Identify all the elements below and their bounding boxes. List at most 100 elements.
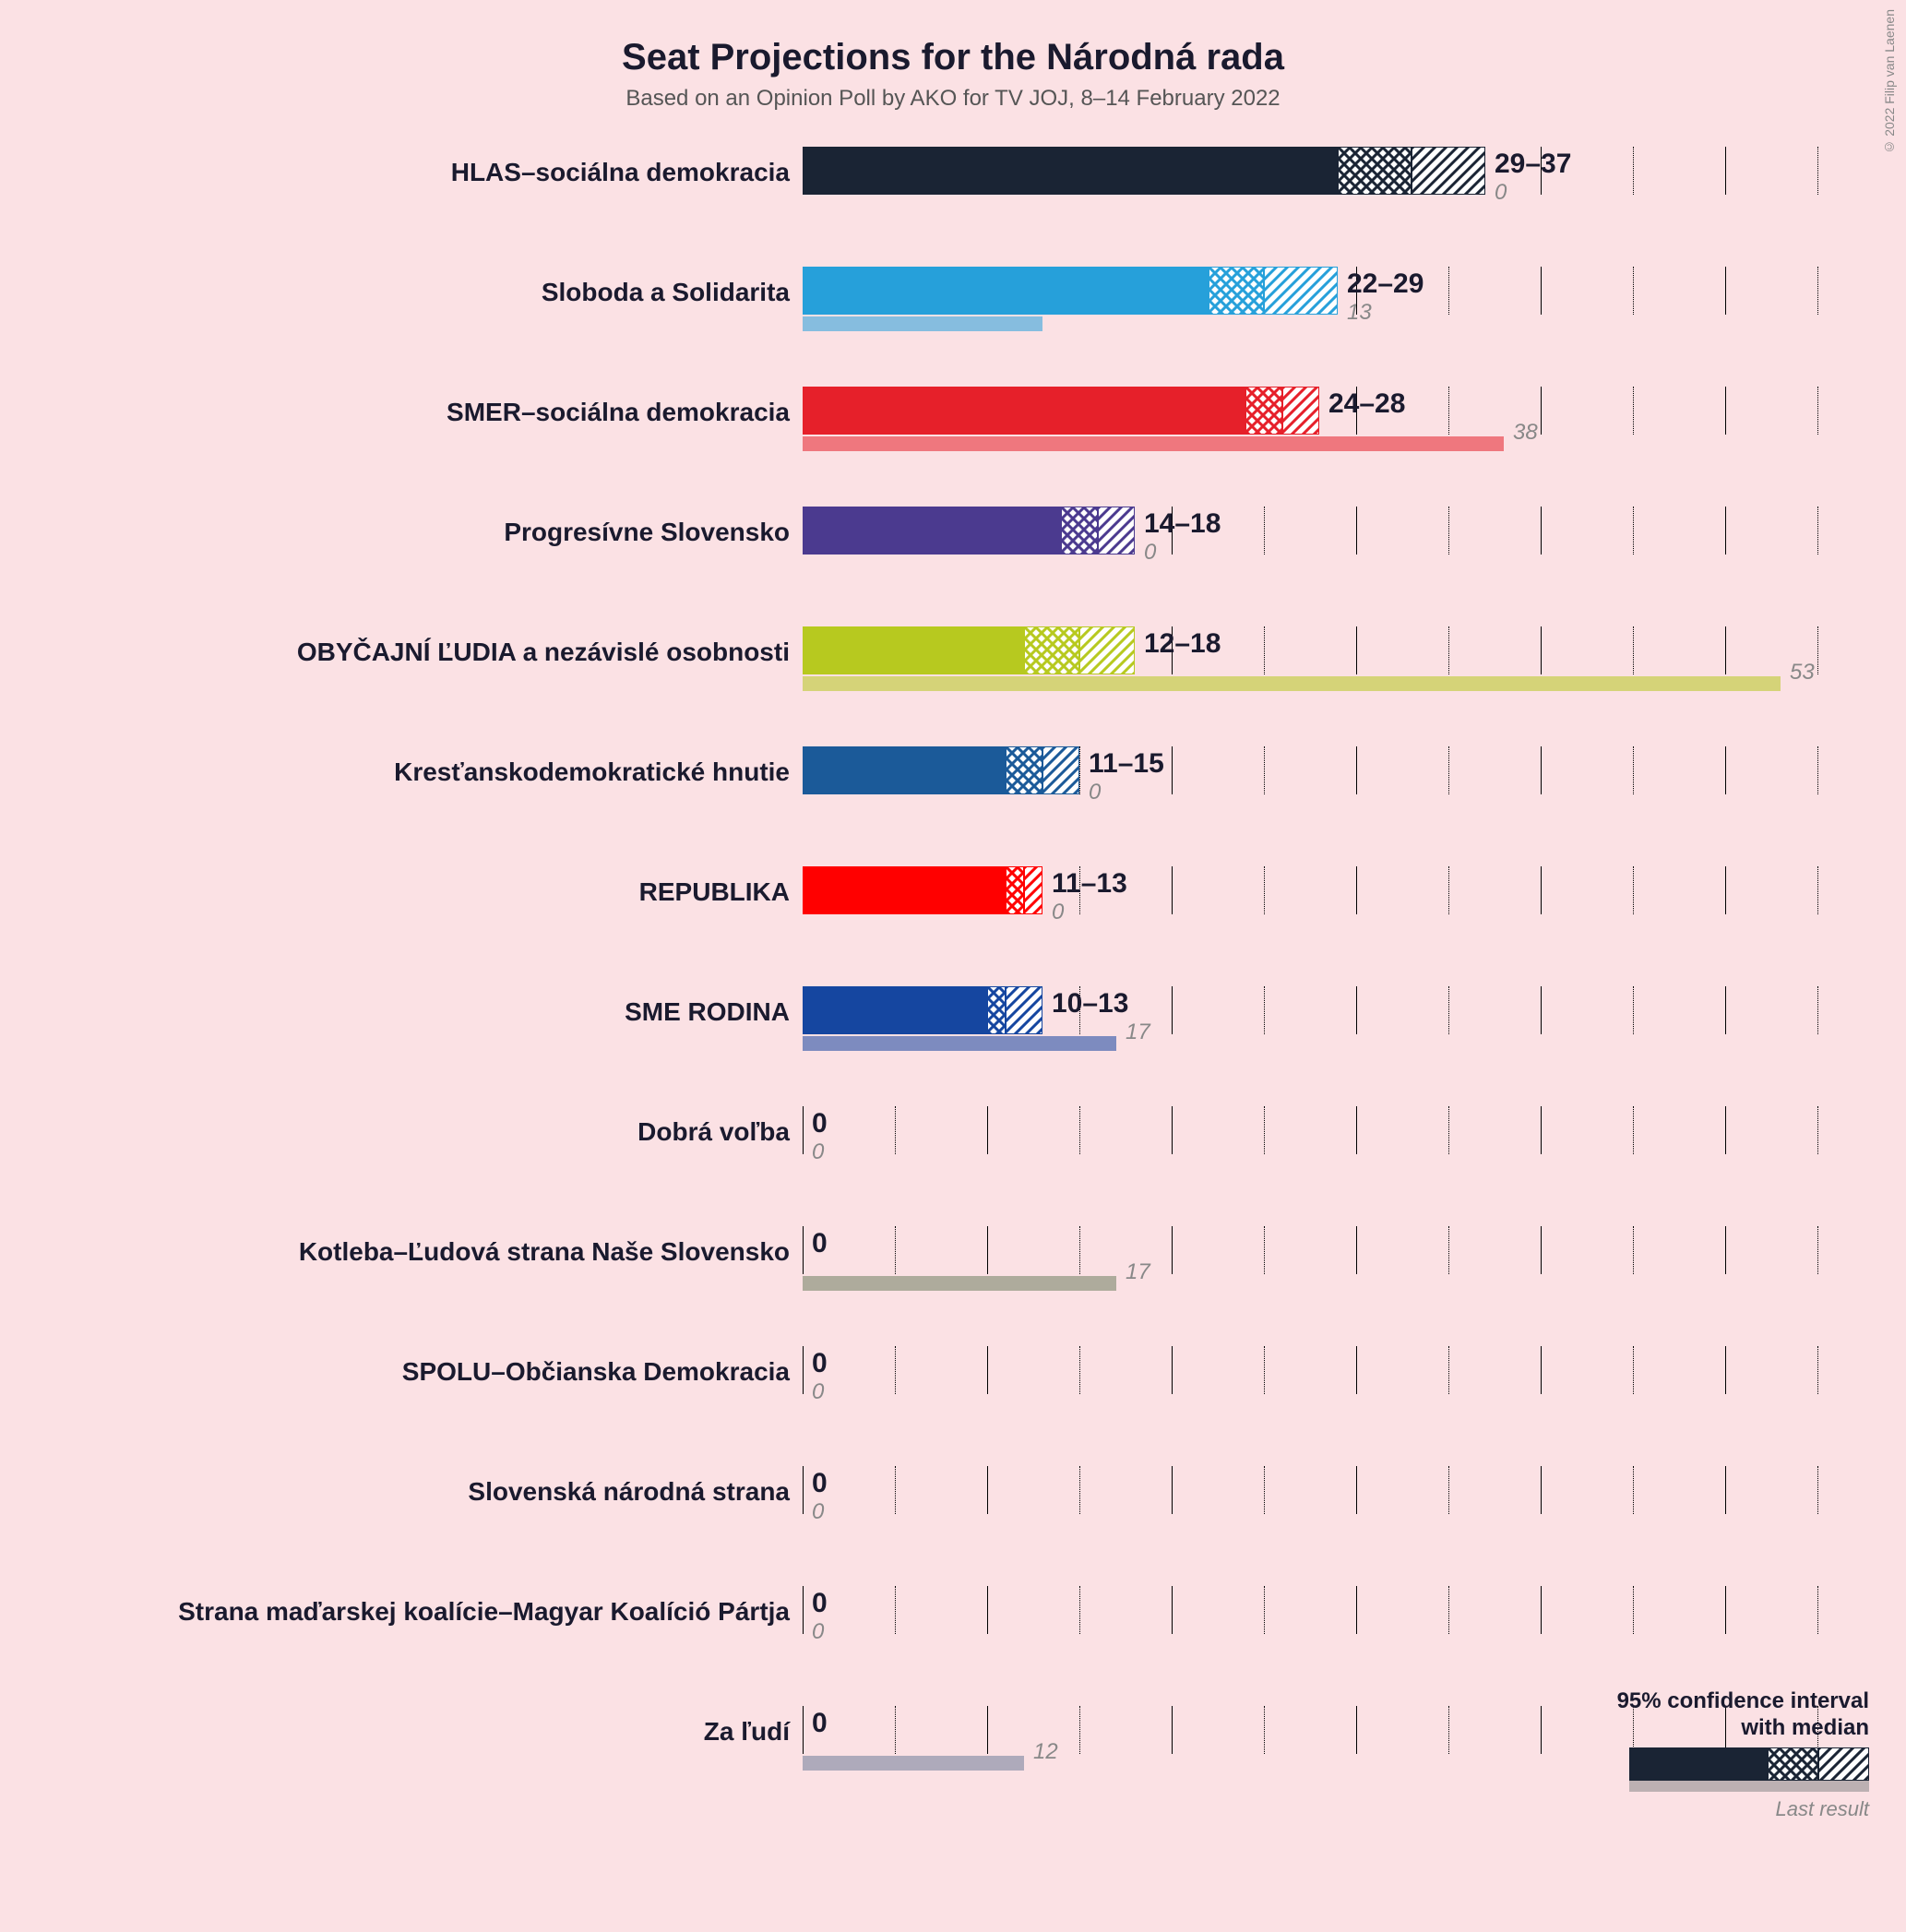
last-result-bar	[803, 676, 1781, 691]
range-label: 0	[812, 1228, 828, 1259]
bar-diaghatch	[1006, 986, 1042, 1034]
legend-ci-bar	[1629, 1747, 1869, 1781]
party-row: OBYČAJNÍ ĽUDIA a nezávislé osobnosti12–1…	[0, 619, 1906, 739]
bars-zone: 14–180	[803, 499, 1817, 619]
projection-bar	[803, 387, 1319, 435]
party-label: Strana maďarskej koalície–Magyar Koalíci…	[178, 1597, 803, 1627]
last-result-label: 0	[812, 1619, 824, 1645]
party-label: Dobrá voľba	[637, 1117, 803, 1147]
bar-diaghatch	[1079, 626, 1135, 674]
chart-area: HLAS–sociálna demokracia29–370Sloboda a …	[0, 139, 1906, 1819]
party-row: Strana maďarskej koalície–Magyar Koalíci…	[0, 1579, 1906, 1699]
party-row: Kresťanskodemokratické hnutie11–150	[0, 739, 1906, 859]
range-label: 24–28	[1328, 388, 1405, 420]
party-row: HLAS–sociálna demokracia29–370	[0, 139, 1906, 259]
bar-crosshatch	[1338, 147, 1412, 195]
range-label: 0	[812, 1108, 828, 1139]
chart-title: Seat Projections for the Národná rada	[0, 37, 1906, 78]
bar-solid	[803, 507, 1061, 555]
party-row: SPOLU–Občianska Demokracia00	[0, 1339, 1906, 1459]
bars-zone: 24–28 38	[803, 379, 1817, 499]
last-result-label: 38	[1513, 420, 1538, 446]
last-result-label: 17	[1126, 1020, 1150, 1045]
bar-solid	[803, 267, 1209, 315]
copyright-text: © 2022 Filip van Laenen	[1882, 9, 1897, 155]
bar-crosshatch	[1245, 387, 1282, 435]
party-row: Slovenská národná strana00	[0, 1459, 1906, 1579]
party-label: Progresívne Slovensko	[504, 518, 803, 547]
bar-crosshatch	[1024, 626, 1079, 674]
range-label: 0	[812, 1708, 828, 1739]
last-result-label: 0	[812, 1499, 824, 1525]
party-label: Kresťanskodemokratické hnutie	[394, 757, 803, 787]
party-label: Kotleba–Ľudová strana Naše Slovensko	[299, 1237, 803, 1267]
projection-bar	[803, 866, 1042, 914]
party-row: SME RODINA10–1317	[0, 979, 1906, 1099]
last-result-label: 0	[812, 1139, 824, 1165]
bar-crosshatch	[1061, 507, 1098, 555]
legend: 95% confidence interval with median Last…	[1617, 1688, 1869, 1821]
range-label: 0	[812, 1348, 828, 1379]
projection-bar	[803, 986, 1042, 1034]
party-label: REPUBLIKA	[639, 877, 803, 907]
legend-ci-line1: 95% confidence interval	[1617, 1688, 1869, 1713]
party-row: Progresívne Slovensko14–180	[0, 499, 1906, 619]
bar-solid	[803, 387, 1245, 435]
bars-zone: 00	[803, 1099, 1817, 1219]
last-result-bar	[803, 1036, 1116, 1051]
party-label: SMER–sociálna demokracia	[447, 398, 803, 427]
party-label: OBYČAJNÍ ĽUDIA a nezávislé osobnosti	[297, 638, 803, 667]
legend-last-text: Last result	[1617, 1797, 1869, 1821]
projection-bar	[803, 507, 1135, 555]
bar-solid	[803, 626, 1024, 674]
last-result-bar	[803, 436, 1504, 451]
party-row: REPUBLIKA11–130	[0, 859, 1906, 979]
range-label: 10–13	[1052, 988, 1128, 1020]
last-result-label: 13	[1347, 300, 1372, 326]
bars-zone: 11–150	[803, 739, 1817, 859]
bars-zone: 29–370	[803, 139, 1817, 259]
party-label: SPOLU–Občianska Demokracia	[402, 1357, 803, 1387]
bars-zone: 11–130	[803, 859, 1817, 979]
party-label: Slovenská národná strana	[468, 1477, 803, 1507]
range-label: 0	[812, 1588, 828, 1619]
party-label: HLAS–sociálna demokracia	[451, 158, 803, 187]
projection-bar	[803, 626, 1135, 674]
bar-solid	[803, 746, 1006, 794]
bars-zone: 00	[803, 1579, 1817, 1699]
bars-zone: 00	[803, 1459, 1817, 1579]
party-label: Sloboda a Solidarita	[542, 278, 803, 307]
bar-solid	[803, 866, 1006, 914]
bars-zone: 00	[803, 1339, 1817, 1459]
bars-zone: 12–1853	[803, 619, 1817, 739]
last-result-bar	[803, 1276, 1116, 1291]
last-result-label: 0	[1052, 900, 1064, 925]
bar-diaghatch	[1024, 866, 1042, 914]
party-label: Za ľudí	[704, 1717, 803, 1747]
party-row: SMER–sociálna demokracia 24–28 38	[0, 379, 1906, 499]
range-label: 12–18	[1144, 628, 1221, 660]
last-result-bar	[803, 316, 1042, 331]
projection-bar	[803, 147, 1485, 195]
bars-zone: 22–2913	[803, 259, 1817, 379]
bar-solid	[803, 986, 987, 1034]
range-label: 29–37	[1495, 149, 1571, 180]
legend-bar-segment	[1818, 1747, 1869, 1781]
last-result-label: 17	[1126, 1259, 1150, 1285]
last-result-label: 0	[1495, 180, 1507, 206]
bar-diaghatch	[1264, 267, 1338, 315]
bar-crosshatch	[987, 986, 1006, 1034]
range-label: 14–18	[1144, 508, 1221, 540]
bar-diaghatch	[1282, 387, 1319, 435]
chart-container: © 2022 Filip van Laenen Seat Projections…	[0, 0, 1906, 1932]
bars-zone: 0 17	[803, 1219, 1817, 1339]
range-label: 0	[812, 1468, 828, 1499]
bar-crosshatch	[1006, 866, 1024, 914]
bar-diaghatch	[1098, 507, 1135, 555]
party-row: Sloboda a Solidarita22–2913	[0, 259, 1906, 379]
party-row: Dobrá voľba00	[0, 1099, 1906, 1219]
legend-bar-segment	[1629, 1747, 1768, 1781]
bar-crosshatch	[1209, 267, 1264, 315]
last-result-bar	[803, 1756, 1024, 1771]
bar-crosshatch	[1006, 746, 1042, 794]
